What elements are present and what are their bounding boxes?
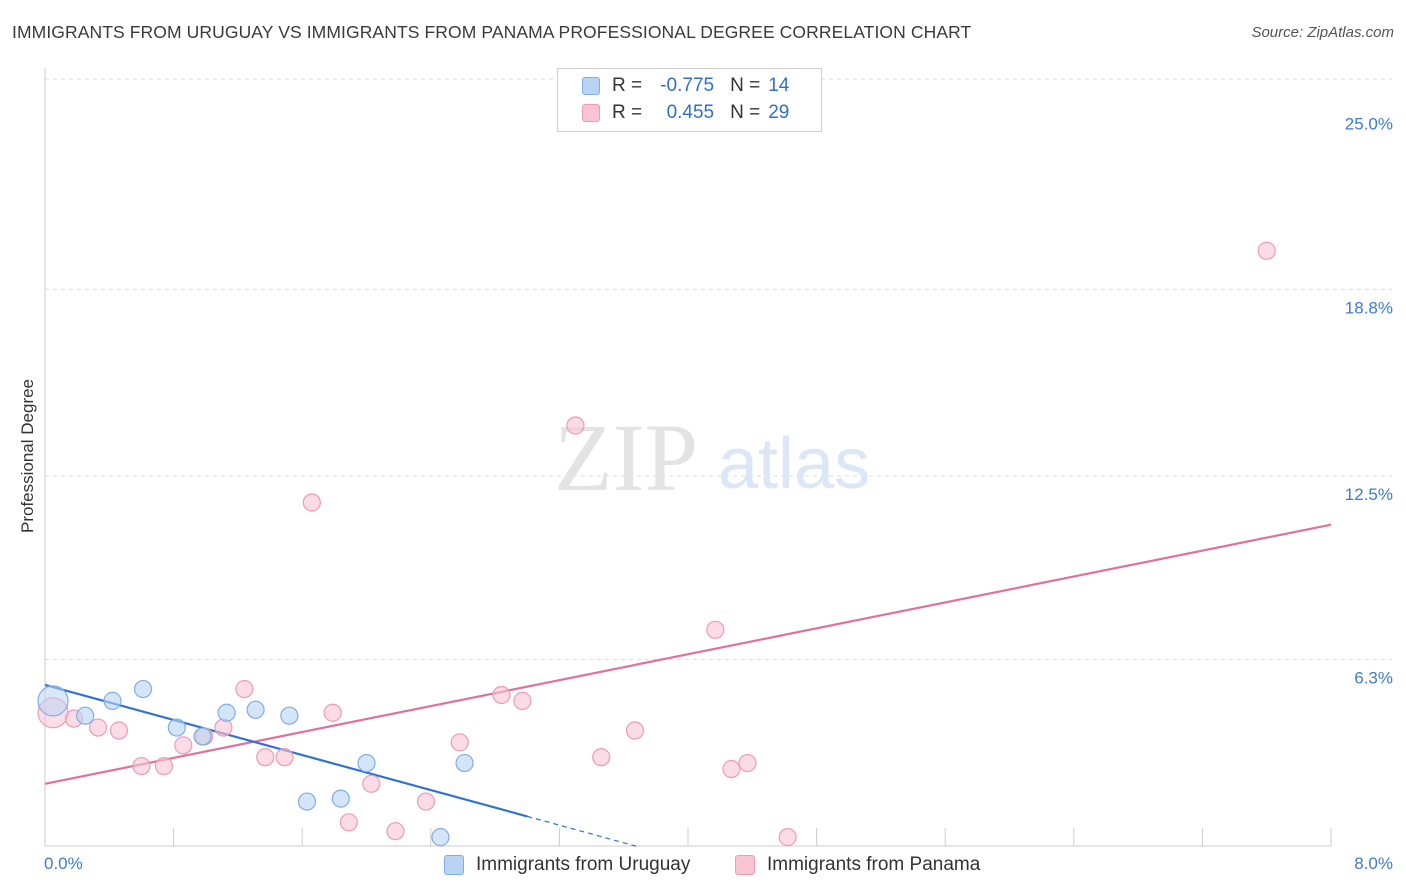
point-uruguay	[455, 753, 474, 773]
legend-row-panama: R = 0.455 N = 29	[582, 101, 789, 125]
series-label-panama: Immigrants from Panama	[767, 854, 981, 875]
point-panama	[339, 813, 358, 832]
legend-n-label: N =	[730, 102, 761, 123]
trend-line-panama	[44, 523, 1332, 785]
point-panama	[625, 721, 645, 740]
series-swatch-panama	[735, 855, 755, 875]
point-uruguay	[167, 718, 186, 737]
source-credit: Source: ZipAtlas.com	[1251, 24, 1394, 41]
point-panama	[235, 679, 254, 699]
legend-n-label: N =	[730, 75, 761, 96]
series-legend-uruguay: Immigrants from Uruguay	[444, 852, 690, 878]
tick-label-layer: 6.3% 12.5% 18.8% 25.0% 0.0% 8.0%	[44, 115, 1393, 873]
point-uruguay	[133, 679, 153, 699]
point-panama	[256, 748, 275, 767]
point-uruguay	[431, 828, 450, 847]
point-panama	[109, 721, 129, 740]
watermark: ZIP atlas	[554, 404, 870, 511]
x-tick-label: 0.0%	[44, 854, 83, 873]
legend-swatch-uruguay	[582, 77, 600, 95]
point-layer	[37, 241, 1276, 847]
point-panama	[174, 736, 193, 755]
point-uruguay	[217, 703, 236, 722]
y-tick-label: 18.8%	[1345, 298, 1393, 317]
y-tick-label: 25.0%	[1345, 115, 1393, 134]
chart-title: IMMIGRANTS FROM URUGUAY VS IMMIGRANTS FR…	[12, 22, 972, 42]
point-panama	[214, 718, 233, 737]
point-panama	[778, 828, 797, 847]
point-uruguay	[331, 789, 350, 808]
point-panama	[706, 620, 725, 639]
point-panama	[722, 759, 741, 779]
x-tick-label: 8.0%	[1354, 854, 1393, 873]
point-panama	[88, 718, 108, 737]
legend-r-value: 0.455	[666, 102, 715, 123]
legend-swatch-panama	[582, 104, 600, 122]
point-uruguay	[37, 685, 69, 717]
point-uruguay	[297, 792, 317, 811]
point-uruguay	[357, 753, 376, 773]
point-panama	[566, 416, 585, 435]
point-uruguay	[193, 727, 212, 746]
legend-r-label: R =	[612, 102, 643, 123]
legend-r-value: -0.775	[660, 75, 715, 96]
legend-n-value: 29	[768, 102, 790, 123]
y-tick-label: 12.5%	[1345, 485, 1393, 504]
point-uruguay	[280, 706, 299, 725]
point-panama	[1257, 241, 1276, 260]
series-label-uruguay: Immigrants from Uruguay	[476, 854, 691, 875]
legend-n-value: 14	[768, 75, 790, 96]
grid-layer	[45, 78, 1392, 660]
point-panama	[450, 733, 469, 752]
point-panama	[592, 748, 611, 767]
point-panama	[386, 822, 405, 841]
point-panama	[323, 703, 342, 722]
correlation-legend: R = -0.775 N = 14 R = 0.455 N = 29	[557, 68, 822, 132]
point-panama	[154, 756, 174, 776]
point-panama	[416, 792, 436, 811]
point-panama	[738, 753, 757, 773]
y-axis-label: Professional Degree	[18, 379, 37, 533]
point-panama	[513, 691, 532, 710]
point-panama	[275, 748, 294, 767]
point-panama	[362, 774, 381, 793]
point-uruguay	[76, 706, 95, 725]
point-panama	[132, 756, 151, 776]
legend-row-uruguay: R = -0.775 N = 14	[582, 74, 789, 98]
point-panama	[492, 685, 511, 705]
legend-r-label: R =	[612, 75, 643, 96]
y-tick-label: 6.3%	[1354, 668, 1393, 687]
trend-line-uruguay-extension	[527, 815, 640, 848]
point-uruguay	[103, 691, 122, 710]
series-swatch-uruguay	[444, 855, 464, 875]
series-legend-panama: Immigrants from Panama	[735, 852, 980, 878]
point-panama	[302, 493, 321, 512]
watermark-atlas: atlas	[718, 424, 870, 504]
point-uruguay	[246, 700, 265, 719]
